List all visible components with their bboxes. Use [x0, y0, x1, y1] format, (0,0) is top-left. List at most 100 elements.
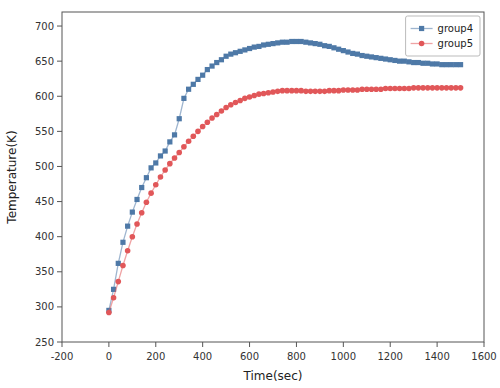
series [106, 85, 463, 315]
y-tick [57, 342, 62, 343]
x-axis-label: Time(sec) [243, 369, 303, 383]
marker-square [252, 45, 257, 50]
y-tick [57, 26, 62, 27]
marker-circle [270, 89, 276, 95]
marker-square [270, 41, 275, 46]
marker-square [280, 40, 285, 45]
marker-square [453, 62, 458, 67]
marker-square [402, 59, 407, 64]
marker-circle [355, 87, 361, 93]
x-tick-label: 400 [193, 351, 212, 362]
marker-square [374, 55, 379, 60]
y-tick-label: 600 [35, 91, 54, 102]
x-tick-label: 1200 [377, 351, 402, 362]
marker-circle [148, 190, 154, 196]
marker-square [120, 240, 125, 245]
marker-square [125, 224, 130, 229]
series-line [109, 88, 461, 313]
legend: group4 group5 [406, 16, 480, 56]
y-tick [57, 166, 62, 167]
marker-square [228, 52, 233, 57]
marker-circle [176, 150, 182, 156]
legend-label: group5 [438, 38, 473, 49]
marker-square [327, 44, 332, 49]
marker-square [167, 139, 172, 144]
legend-marker [419, 26, 424, 31]
marker-circle [115, 279, 121, 285]
marker-square [200, 73, 205, 78]
marker-circle [256, 91, 262, 97]
marker-square [355, 52, 360, 57]
x-tick-label: -200 [51, 351, 74, 362]
y-tick [57, 271, 62, 272]
y-tick-label: 300 [35, 301, 54, 312]
marker-square [130, 210, 135, 215]
x-tick [62, 342, 63, 347]
marker-square [425, 61, 430, 66]
marker-circle [378, 86, 384, 92]
x-tick-label: 0 [106, 351, 112, 362]
marker-square [224, 54, 229, 59]
marker-square [430, 61, 435, 66]
marker-circle [223, 105, 229, 111]
marker-square [181, 96, 186, 101]
y-tick [57, 236, 62, 237]
marker-square [439, 62, 444, 67]
y-tick-label: 250 [35, 337, 54, 348]
y-tick-label: 700 [35, 21, 54, 32]
marker-square [350, 51, 355, 56]
marker-square [336, 47, 341, 52]
y-tick-label: 650 [35, 56, 54, 67]
marker-circle [167, 161, 173, 167]
x-tick [437, 342, 438, 347]
marker-square [214, 60, 219, 65]
marker-square [284, 40, 289, 45]
marker-square [139, 185, 144, 190]
marker-square [219, 57, 224, 62]
marker-square [275, 40, 280, 45]
plot-frame [62, 12, 484, 342]
marker-circle [261, 91, 267, 97]
marker-square [308, 40, 313, 45]
series [106, 39, 463, 313]
marker-square [303, 40, 308, 45]
marker-circle [186, 138, 192, 144]
marker-square [209, 63, 214, 68]
x-tick [202, 342, 203, 347]
marker-square [247, 46, 252, 51]
series-line [109, 41, 461, 310]
marker-square [345, 49, 350, 54]
marker-square [378, 56, 383, 61]
marker-square [397, 59, 402, 64]
marker-circle [111, 295, 117, 301]
marker-square [256, 44, 261, 49]
marker-circle [195, 129, 201, 135]
marker-square [195, 77, 200, 82]
marker-square [191, 82, 196, 87]
marker-square [153, 160, 158, 165]
x-tick [390, 342, 391, 347]
marker-square [294, 39, 299, 44]
marker-square [289, 39, 294, 44]
y-tick-label: 400 [35, 231, 54, 242]
marker-square [322, 43, 327, 48]
marker-circle [158, 174, 164, 180]
plot-area [106, 39, 463, 315]
marker-circle [134, 221, 140, 227]
chart: -200020040060080010001200140016002503003… [0, 0, 500, 388]
marker-circle [322, 89, 328, 95]
marker-square [205, 67, 210, 72]
marker-square [369, 54, 374, 59]
legend-marker [419, 41, 425, 47]
marker-circle [162, 167, 168, 173]
x-tick [155, 342, 156, 347]
marker-square [364, 54, 369, 59]
x-tick-label: 1600 [471, 351, 496, 362]
marker-circle [406, 86, 412, 92]
marker-square [299, 39, 304, 44]
marker-circle [205, 119, 211, 125]
marker-square [317, 42, 322, 47]
marker-circle [144, 199, 150, 205]
legend-label: group4 [438, 23, 473, 34]
marker-square [388, 57, 393, 62]
